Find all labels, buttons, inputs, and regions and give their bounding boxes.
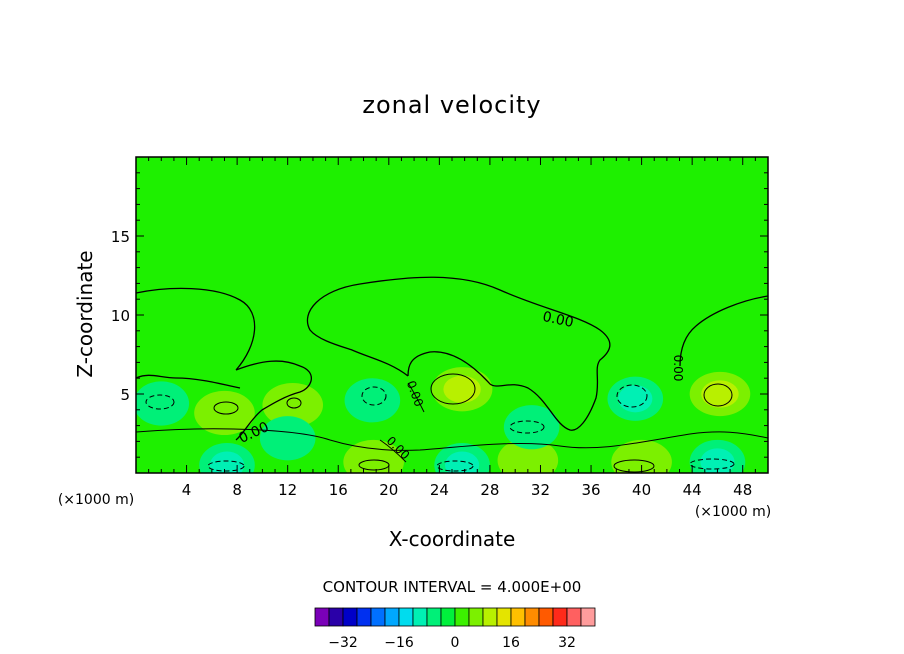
contour-fill-region bbox=[503, 405, 560, 450]
colorbar bbox=[314, 607, 596, 627]
x-tick-label: 36 bbox=[581, 481, 600, 499]
colorbar-swatch bbox=[468, 607, 484, 627]
colorbar-swatch bbox=[566, 607, 582, 627]
y-tick-label: 10 bbox=[111, 307, 130, 325]
x-tick-label: 28 bbox=[480, 481, 499, 499]
colorbar-swatch bbox=[314, 607, 330, 627]
colorbar-swatch bbox=[496, 607, 512, 627]
x-axis-ticks: 4 8 12 16 20 24 28 32 36 40 44 48 bbox=[148, 157, 756, 499]
colorbar-swatch bbox=[356, 607, 372, 627]
contour-fill-region bbox=[618, 385, 653, 413]
chart-title: zonal velocity bbox=[362, 91, 541, 119]
negative-contours bbox=[145, 384, 735, 472]
x-tick-label: 16 bbox=[329, 481, 348, 499]
colorbar-swatch bbox=[440, 607, 456, 627]
contour-fill-region bbox=[136, 381, 190, 426]
colorbar-swatch bbox=[580, 607, 596, 627]
colorbar-swatch bbox=[398, 607, 414, 627]
colorbar-swatch bbox=[538, 607, 554, 627]
zero-contour-label: 0.00 bbox=[541, 309, 575, 331]
colorbar-swatch bbox=[482, 607, 498, 627]
colorbar-swatch bbox=[524, 607, 540, 627]
colorbar-swatch bbox=[454, 607, 470, 627]
colorbar-swatch bbox=[510, 607, 526, 627]
contour-fill-region bbox=[344, 378, 401, 423]
colorbar-tick-label: −16 bbox=[384, 635, 414, 651]
contour-fills bbox=[136, 367, 751, 473]
colorbar-tick-labels: −32 −16 0 16 32 bbox=[328, 635, 576, 651]
x-tick-label: 32 bbox=[531, 481, 550, 499]
zero-contour-label: 0.00 bbox=[671, 355, 685, 382]
plot-area bbox=[136, 157, 768, 473]
x-tick-label: 12 bbox=[278, 481, 297, 499]
x-tick-label: 44 bbox=[683, 481, 702, 499]
x-axis-label: X-coordinate bbox=[389, 527, 516, 551]
y-tick-label: 15 bbox=[111, 228, 130, 246]
x-tick-label: 24 bbox=[430, 481, 449, 499]
colorbar-tick-label: 16 bbox=[502, 635, 520, 651]
colorbar-swatch bbox=[426, 607, 442, 627]
colorbar-tick-label: 32 bbox=[558, 635, 576, 651]
y-axis-label: Z-coordinate bbox=[73, 250, 97, 377]
positive-contours bbox=[136, 373, 768, 473]
colorbar-swatch bbox=[552, 607, 568, 627]
y-axis-ticks: 5 10 15 bbox=[111, 172, 768, 458]
contour-interval-text: CONTOUR INTERVAL = 4.000E+00 bbox=[323, 578, 582, 596]
colorbar-swatch bbox=[370, 607, 386, 627]
colorbar-tick-label: −32 bbox=[328, 635, 358, 651]
x-units-right: (×1000 m) bbox=[695, 504, 771, 520]
contour-fill-region bbox=[443, 375, 481, 403]
zero-contour-line bbox=[136, 276, 768, 441]
x-tick-label: 4 bbox=[182, 481, 192, 499]
contour-fill-region bbox=[262, 382, 324, 428]
colorbar-swatch bbox=[328, 607, 344, 627]
contour-fill-region bbox=[259, 416, 316, 461]
colorbar-tick-label: 0 bbox=[451, 635, 460, 651]
x-tick-label: 48 bbox=[733, 481, 752, 499]
contour-fill-region bbox=[611, 439, 672, 473]
contour-fill-region bbox=[209, 451, 245, 473]
contour-fill-region bbox=[445, 451, 480, 473]
x-tick-label: 8 bbox=[232, 481, 242, 499]
x-units-left: (×1000 m) bbox=[58, 492, 134, 508]
x-tick-label: 40 bbox=[632, 481, 651, 499]
x-tick-label: 20 bbox=[379, 481, 398, 499]
colorbar-swatch bbox=[412, 607, 428, 627]
y-tick-label: 5 bbox=[120, 386, 130, 404]
contour-fill-region bbox=[700, 448, 735, 473]
colorbar-swatch bbox=[342, 607, 358, 627]
contour-fill-region bbox=[194, 390, 255, 436]
colorbar-swatch bbox=[384, 607, 400, 627]
